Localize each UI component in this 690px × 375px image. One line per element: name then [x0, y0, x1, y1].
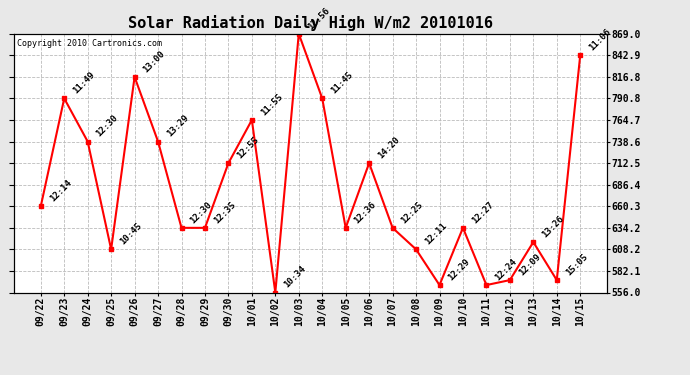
Text: 11:45: 11:45: [329, 70, 355, 96]
Text: Copyright 2010 Cartronics.com: Copyright 2010 Cartronics.com: [17, 39, 161, 48]
Text: 12:56: 12:56: [306, 6, 331, 31]
Text: 13:29: 13:29: [165, 113, 190, 139]
Text: 12:27: 12:27: [470, 200, 495, 225]
Text: 10:45: 10:45: [118, 221, 144, 247]
Text: 14:20: 14:20: [376, 135, 402, 160]
Text: 12:24: 12:24: [493, 257, 519, 282]
Text: 13:00: 13:00: [141, 49, 167, 74]
Text: 15:05: 15:05: [564, 252, 589, 278]
Text: 12:09: 12:09: [517, 252, 542, 278]
Text: 12:30: 12:30: [95, 113, 120, 139]
Text: 12:29: 12:29: [446, 257, 472, 282]
Text: 12:36: 12:36: [353, 200, 378, 225]
Text: 12:14: 12:14: [48, 178, 73, 204]
Text: 11:06: 11:06: [587, 27, 613, 52]
Text: 12:30: 12:30: [188, 200, 214, 225]
Text: 12:55: 12:55: [235, 135, 261, 160]
Text: 11:55: 11:55: [259, 92, 284, 117]
Text: 12:35: 12:35: [212, 200, 237, 225]
Title: Solar Radiation Daily High W/m2 20101016: Solar Radiation Daily High W/m2 20101016: [128, 15, 493, 31]
Text: 11:49: 11:49: [71, 70, 97, 96]
Text: 13:26: 13:26: [540, 214, 566, 239]
Text: 12:11: 12:11: [423, 221, 448, 247]
Text: 12:25: 12:25: [400, 200, 425, 225]
Text: 10:34: 10:34: [282, 264, 308, 290]
